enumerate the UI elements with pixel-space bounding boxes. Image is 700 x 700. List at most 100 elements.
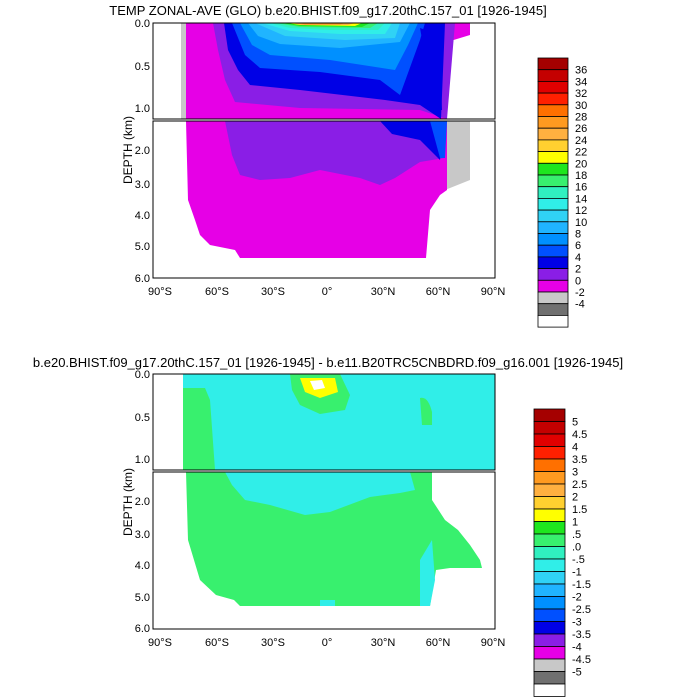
colorbar-swatch (533, 596, 566, 610)
colorbar-swatch (533, 608, 566, 622)
colorbar-swatch (533, 621, 566, 635)
colorbar-swatch (533, 508, 566, 522)
colorbar-label: -1.5 (572, 579, 591, 591)
colorbar-label: .0 (572, 542, 581, 554)
colorbar-swatch (533, 646, 566, 660)
panel-1-lower-frame (152, 120, 496, 279)
colorbar-swatch (533, 471, 566, 485)
colorbar-swatch (537, 92, 569, 106)
colorbar-label: -4 (575, 299, 585, 311)
colorbar-label: -2 (572, 592, 582, 604)
colorbar-swatch (533, 571, 566, 585)
colorbar-label: -1 (572, 567, 582, 579)
colorbar-swatch (537, 57, 569, 71)
panel-2-ytick-label: 1.0 (135, 454, 150, 466)
colorbar-label: 4 (572, 442, 578, 454)
panel-2-colorbar (533, 408, 566, 697)
colorbar-label: 26 (575, 123, 587, 135)
panel-2-ytick-label: 5.0 (135, 592, 150, 604)
panel-2-lower-field (153, 472, 495, 629)
panel-2-xtick-label: 30°S (261, 637, 285, 649)
panel-1-ytick-label: 6.0 (135, 273, 150, 285)
panel-2-xtick-label: 60°N (426, 637, 451, 649)
colorbar-swatch (533, 446, 566, 460)
colorbar-swatch (537, 303, 569, 316)
colorbar-swatch (537, 314, 569, 328)
panel-1-ytick-label: 3.0 (135, 179, 150, 191)
colorbar-swatch (537, 127, 569, 141)
panel-1-yticks: 0.0 0.5 1.0 2.0 3.0 4.0 5.0 6.0 (135, 18, 150, 285)
colorbar-label: 20 (575, 158, 587, 170)
colorbar-swatch (533, 483, 566, 497)
colorbar-label: 22 (575, 147, 587, 159)
panel-2-upper-frame (152, 373, 496, 471)
colorbar-label: 28 (575, 112, 587, 124)
colorbar-swatch (537, 174, 569, 188)
panel-2-lower-frame (152, 471, 496, 630)
colorbar-swatch (537, 81, 569, 94)
colorbar-label: 36 (575, 65, 587, 77)
panel-1-upper-frame (152, 22, 496, 120)
colorbar-label: 14 (575, 193, 587, 205)
panel-1: TEMP ZONAL-AVE (GLO) b.e20.BHIST.f09_g17… (109, 3, 587, 328)
colorbar-label: 10 (575, 217, 587, 229)
panel-1-ytick-label: 4.0 (135, 210, 150, 222)
colorbar-swatch (533, 408, 566, 422)
colorbar-swatch (533, 546, 566, 560)
colorbar-label: 4.5 (572, 429, 587, 441)
panel-1-xtick-label: 30°N (371, 286, 396, 298)
colorbar-label: 1.5 (572, 504, 587, 516)
colorbar-label: 24 (575, 135, 587, 147)
panel-1-xtick-label: 60°S (205, 286, 229, 298)
panel-2-ytick-label: 0.5 (135, 412, 150, 424)
colorbar-label: 16 (575, 182, 587, 194)
colorbar-swatch (537, 279, 569, 293)
panel-2-xtick-label: 60°S (205, 637, 229, 649)
panel-2-colorbar-labels: 54.543.532.521.51.5.0-.5-1-1.5-2-2.5-3-3… (572, 417, 591, 679)
colorbar-swatch (533, 658, 566, 672)
colorbar-swatch (537, 104, 569, 117)
colorbar-label: 3.5 (572, 454, 587, 466)
panel-2-xtick-label: 30°N (371, 637, 396, 649)
panel-2-xtick-label: 90°N (481, 637, 506, 649)
panel-2-xticks: 90°S 60°S 30°S 0° 30°N 60°N 90°N (148, 637, 505, 649)
panel-1-xtick-label: 90°N (481, 286, 506, 298)
colorbar-label: 12 (575, 205, 587, 217)
panel-2-ytick-label: 6.0 (135, 623, 150, 635)
colorbar-swatch (533, 583, 566, 597)
panel-2-xtick-label: 90°S (148, 637, 172, 649)
colorbar-label: 3 (572, 467, 578, 479)
panel-2-yticks: 0.0 0.5 1.0 2.0 3.0 4.0 5.0 6.0 (135, 369, 150, 635)
colorbar-swatch (533, 496, 566, 510)
colorbar-swatch (533, 533, 566, 547)
panel-1-xtick-label: 30°S (261, 286, 285, 298)
colorbar-swatch (533, 683, 566, 697)
colorbar-label: 4 (575, 252, 581, 264)
colorbar-swatch (537, 197, 569, 211)
panel-1-lower-field (153, 121, 495, 278)
colorbar-label: -.5 (572, 554, 585, 566)
panel-1-ytick-label: 0.5 (135, 61, 150, 73)
colorbar-label: -5 (572, 667, 582, 679)
colorbar-swatch (533, 521, 566, 535)
panel-1-upper-field (153, 23, 495, 119)
colorbar-swatch (537, 186, 569, 199)
colorbar-label: 0 (575, 275, 581, 287)
colorbar-label: .5 (572, 529, 581, 541)
colorbar-label: 18 (575, 170, 587, 182)
panel-1-ytick-label: 2.0 (135, 145, 150, 157)
panel-1-title: TEMP ZONAL-AVE (GLO) b.e20.BHIST.f09_g17… (109, 3, 546, 18)
colorbar-label: -2 (575, 287, 585, 299)
colorbar-label: 6 (575, 240, 581, 252)
colorbar-label: 5 (572, 417, 578, 429)
colorbar-label: 1 (572, 517, 578, 529)
colorbar-label: -2.5 (572, 604, 591, 616)
colorbar-swatch (537, 151, 569, 164)
colorbar-swatch (537, 139, 569, 152)
panel-1-ylabel: DEPTH (km) (121, 116, 135, 184)
panel-2-ylabel: DEPTH (km) (121, 468, 135, 536)
panel-1-ytick-label: 1.0 (135, 103, 150, 115)
colorbar-swatch (533, 458, 566, 472)
colorbar-swatch (533, 633, 566, 647)
